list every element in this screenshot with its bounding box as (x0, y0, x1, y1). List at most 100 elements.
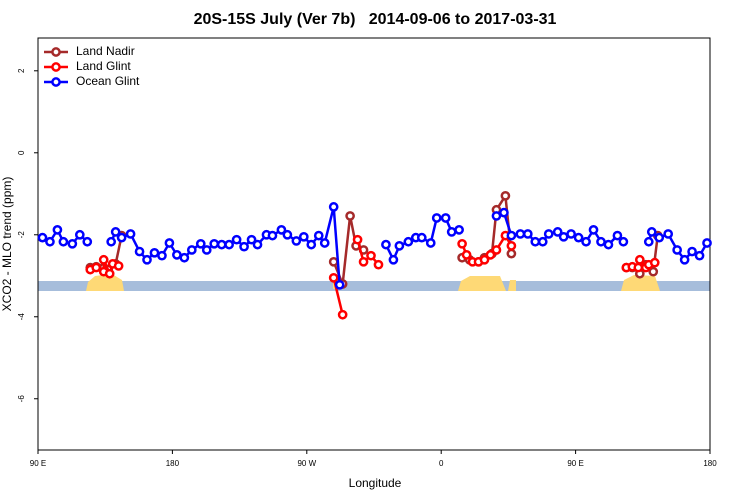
point (74, 229, 85, 240)
point (634, 254, 645, 265)
point (643, 236, 654, 247)
point (373, 259, 384, 270)
legend-label: Land Nadir (76, 44, 135, 58)
y-tick-label: 2 (17, 68, 26, 73)
point (45, 236, 55, 247)
x-tick-label: 90 E (30, 459, 46, 468)
point (596, 236, 606, 247)
point (366, 250, 376, 261)
point (328, 256, 339, 267)
point (52, 225, 63, 235)
point (282, 229, 293, 240)
point (91, 262, 102, 273)
point (499, 207, 509, 218)
point (679, 254, 690, 265)
point (116, 232, 127, 243)
point (113, 261, 124, 271)
point (201, 245, 212, 255)
point (506, 248, 517, 259)
legend-marker (51, 47, 61, 57)
point (164, 238, 175, 248)
land-patch (621, 275, 660, 291)
point (298, 231, 309, 242)
point (246, 234, 257, 245)
point (58, 236, 69, 247)
point (216, 239, 227, 250)
point (588, 225, 599, 235)
point (306, 239, 317, 250)
land-patch (458, 276, 506, 291)
point (485, 250, 496, 260)
point (125, 229, 136, 239)
point (319, 238, 330, 248)
series-line (89, 233, 656, 316)
point (425, 238, 436, 248)
point (352, 234, 363, 245)
point (291, 236, 302, 246)
point (106, 236, 117, 247)
land-patch (508, 280, 516, 291)
x-tick-label: 180 (703, 459, 717, 468)
y-tick-label: -6 (17, 395, 26, 403)
point (82, 236, 93, 247)
x-tick-label: 90 W (297, 459, 316, 468)
point (403, 236, 414, 247)
y-tick-label: -2 (17, 231, 26, 239)
point (573, 232, 584, 243)
point (506, 240, 517, 251)
point (491, 245, 502, 255)
point (149, 247, 160, 258)
point (603, 239, 614, 250)
point (491, 211, 502, 221)
point (313, 230, 324, 241)
point (381, 239, 391, 250)
point (558, 231, 569, 242)
point (416, 232, 427, 243)
point (358, 256, 369, 267)
point (98, 254, 109, 265)
point (612, 230, 623, 241)
x-axis-label: Longitude (349, 476, 402, 490)
point (104, 268, 115, 279)
point (500, 190, 511, 201)
point (134, 246, 145, 257)
point (446, 227, 457, 237)
y-tick-label: 0 (17, 150, 26, 155)
point (515, 229, 526, 239)
point (388, 254, 399, 265)
point (394, 240, 405, 251)
point (552, 227, 563, 237)
point (702, 238, 712, 248)
point (506, 230, 517, 241)
surface-band (38, 274, 710, 291)
point (276, 225, 287, 235)
point (252, 239, 263, 250)
point (334, 279, 345, 290)
point (479, 254, 490, 265)
point (654, 232, 665, 243)
point (537, 236, 548, 247)
point (694, 250, 705, 261)
point (663, 229, 674, 239)
point (648, 266, 659, 277)
point (239, 241, 249, 252)
x-tick-label: 0 (439, 459, 444, 468)
legend-label: Land Glint (76, 59, 131, 73)
point (457, 238, 467, 249)
point (345, 211, 355, 221)
point (566, 229, 576, 239)
point (646, 227, 657, 237)
y-tick-label: -4 (17, 313, 26, 321)
point (687, 246, 697, 257)
point (231, 234, 242, 245)
point (172, 250, 182, 260)
point (157, 250, 167, 261)
point (633, 262, 644, 273)
point (186, 245, 197, 255)
point (209, 238, 220, 249)
point (179, 252, 190, 263)
point (110, 227, 121, 237)
legend-marker (51, 77, 61, 87)
point (67, 238, 78, 249)
